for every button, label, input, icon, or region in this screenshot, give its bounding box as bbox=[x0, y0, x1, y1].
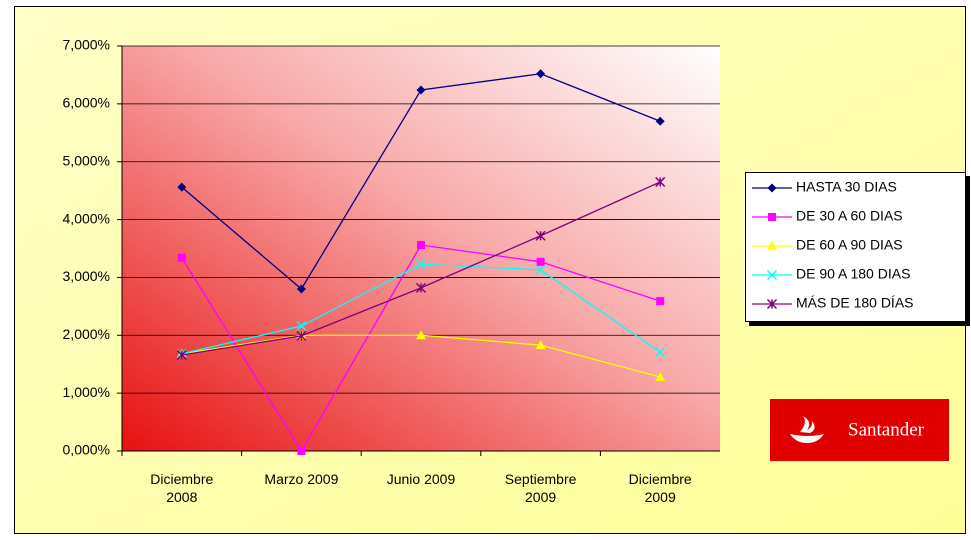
y-tick-label: 7,000% bbox=[63, 37, 110, 53]
marker bbox=[655, 116, 665, 126]
marker bbox=[535, 340, 546, 350]
logo-text: Santander bbox=[848, 419, 925, 440]
x-tick-label: Diciembre 2009 bbox=[628, 471, 692, 505]
y-tick-label: 1,000% bbox=[63, 384, 110, 400]
legend-marker bbox=[767, 241, 777, 250]
legend-marker bbox=[766, 269, 778, 281]
marker bbox=[417, 241, 425, 250]
marker bbox=[296, 284, 306, 294]
marker bbox=[656, 297, 665, 306]
marker bbox=[416, 330, 426, 340]
marker bbox=[536, 257, 545, 266]
marker bbox=[296, 320, 307, 332]
y-tick-label: 0,000% bbox=[63, 442, 110, 458]
legend-label: DE 30 A 60 DIAS bbox=[796, 208, 903, 224]
marker bbox=[536, 69, 546, 79]
legend-label: MÁS DE 180 DÍAS bbox=[796, 295, 914, 311]
marker bbox=[297, 447, 306, 455]
legend bbox=[745, 172, 966, 322]
logo-flame bbox=[790, 416, 824, 443]
marker bbox=[655, 371, 666, 381]
x-tick-label: Marzo 2009 bbox=[264, 471, 339, 487]
marker bbox=[415, 259, 427, 270]
marker bbox=[177, 253, 186, 262]
x-tick-label: Junio 2009 bbox=[386, 471, 456, 487]
y-tick-label: 6,000% bbox=[63, 95, 110, 111]
y-tick-label: 4,000% bbox=[63, 210, 110, 226]
marker bbox=[655, 347, 666, 358]
legend-label: DE 90 A 180 DIAS bbox=[796, 266, 910, 282]
logo-box bbox=[770, 399, 949, 461]
legend-marker bbox=[767, 183, 777, 193]
marker bbox=[655, 176, 666, 187]
legend-label: DE 60 A 90 DIAS bbox=[796, 237, 903, 253]
x-tick-label: Diciembre 2008 bbox=[150, 471, 214, 505]
x-tick-label: Septiembre 2009 bbox=[504, 471, 577, 505]
marker bbox=[535, 264, 546, 275]
marker bbox=[177, 182, 187, 192]
marker bbox=[415, 282, 427, 293]
marker bbox=[416, 85, 426, 95]
legend-marker bbox=[766, 298, 778, 310]
legend-marker bbox=[768, 213, 776, 221]
marker bbox=[296, 330, 307, 341]
y-tick-label: 3,000% bbox=[63, 268, 110, 284]
y-tick-label: 2,000% bbox=[63, 326, 110, 342]
legend-label: HASTA 30 DIAS bbox=[796, 179, 897, 195]
marker bbox=[176, 349, 187, 360]
marker bbox=[535, 230, 546, 241]
y-tick-label: 5,000% bbox=[63, 152, 110, 168]
